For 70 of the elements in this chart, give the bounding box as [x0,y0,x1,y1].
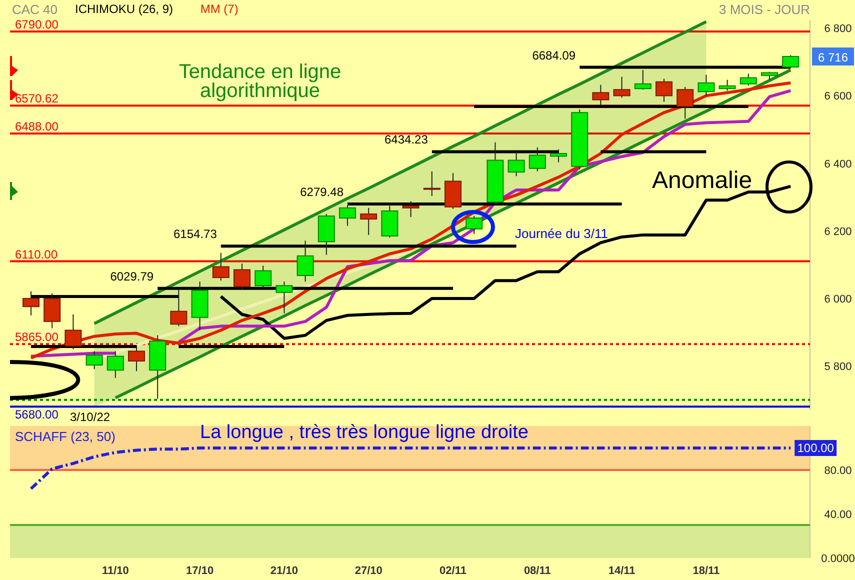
candlestick [528,146,546,172]
candlestick [106,350,124,378]
candlestick [423,170,440,197]
data-label: 6154.73 [174,227,218,242]
candlestick [212,252,230,282]
y-tick-label: 40.00 [824,509,852,521]
candlestick [254,265,272,289]
annotation: 6 716 [818,50,848,64]
y-tick-label: 80.00 [824,465,852,477]
text: MM (7) [200,2,238,16]
y-tick-label: 6 600 [824,90,852,103]
candlestick [782,54,800,68]
x-tick-label: 17/10 [186,565,214,577]
data-label: 6434.23 [384,132,428,147]
annotation: Anomalie [652,167,752,194]
ref-line-label: 5865.00 [15,330,59,344]
x-tick-label: 21/10 [270,565,298,577]
series-label: SCHAFF (23, 50) [15,429,116,444]
annotation: 3/10/22 [70,410,110,424]
ref-line-label: 6488.00 [15,120,59,134]
ref-line-label: 6570.62 [15,92,59,106]
candlestick [402,200,420,218]
annotation: La longue , très très longue ligne droite [200,422,528,443]
candlestick [22,290,40,316]
x-tick-label: 27/10 [354,565,382,577]
candlestick [296,240,314,282]
line-series [30,446,792,490]
candlestick [634,70,652,90]
candlestick [276,281,293,314]
data-label: 100.00 [797,441,834,455]
text: ICHIMOKU (26, 9) [75,2,174,16]
chart-subtitle: 3 MOIS - JOUR [718,2,810,17]
candlestick [339,205,356,226]
ref-line-label: 6110.00 [15,247,58,262]
candlestick [508,150,525,177]
candlestick [740,73,757,86]
candlestick [698,74,715,96]
data-label: 6684.09 [532,48,576,62]
data-label: 6029.79 [110,269,154,284]
candlestick [128,344,145,372]
candlestick [718,79,736,92]
ref-line-label: 6790.00 [15,17,59,32]
candlestick [656,78,672,102]
x-tick-label: 08/11 [524,565,551,577]
y-tick-label: 6 000 [824,293,852,306]
candlestick [550,148,567,163]
candlestick [86,350,103,370]
candlestick [44,292,61,329]
candlestick [64,314,82,350]
candlestick [676,86,694,120]
y-tick-label: 6 200 [824,226,852,238]
annotation: Journée du 3/11 [515,226,608,241]
candlestick [613,76,630,98]
chart-title: CAC 40 [12,2,58,17]
y-tick-label: 0.0000 [821,553,855,565]
x-tick-label: 02/11 [440,565,466,577]
y-tick-label: 6 800 [824,23,852,36]
ref-line-label: 5680.00 [15,408,59,422]
x-tick-label: 11/10 [102,565,129,577]
candlestick [466,216,483,234]
y-tick-label: 6 400 [824,158,852,170]
candlestick [592,84,610,106]
y-tick-label: 5 800 [824,361,852,374]
candlestick [234,263,250,291]
candlestick [360,207,378,236]
annotation: Tendance en ligne algorithmique [178,61,342,102]
x-tick-label: 14/11 [608,565,636,577]
x-tick-label: 18/11 [692,565,720,577]
candlestick [170,290,188,327]
data-label: 6279.48 [300,185,344,200]
